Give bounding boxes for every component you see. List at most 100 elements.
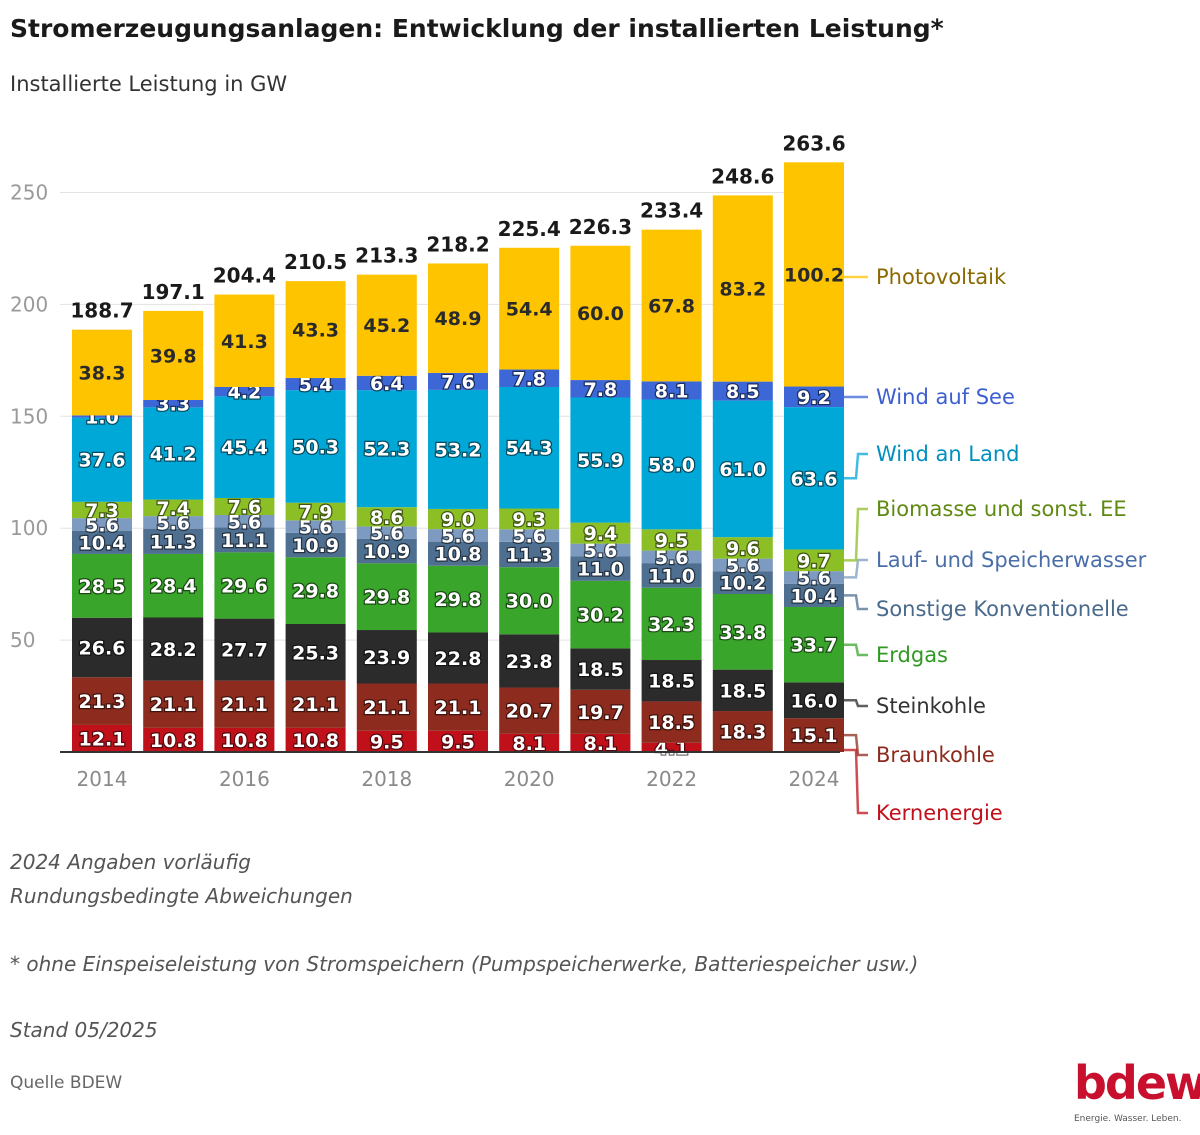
data-label: 10.4 [791, 585, 838, 607]
bar-segment [356, 538, 417, 564]
note-footnote: * ohne Einspeiseleistung von Stromspeich… [10, 952, 919, 976]
data-label: 54.4 [506, 299, 553, 321]
data-label: 29.6 [221, 575, 268, 597]
bar-segment [428, 683, 488, 731]
total-label: 226.3 [569, 215, 632, 239]
data-label: 83.2 [719, 279, 766, 301]
bar-segment [72, 553, 132, 618]
bar-segment [428, 529, 488, 542]
bar-segment [143, 407, 204, 500]
bar-segment [143, 553, 204, 618]
bar-segment [499, 529, 560, 542]
data-label: 7.8 [512, 368, 546, 390]
bar-segment [712, 195, 773, 382]
bar-segment [570, 689, 631, 734]
data-label: 10.8 [435, 544, 482, 566]
x-tick-label: 2018 [361, 767, 412, 791]
bar-segment [356, 507, 417, 527]
bar-segment [712, 711, 773, 752]
total-label: 233.4 [640, 199, 703, 223]
bar-segment [712, 381, 773, 401]
x-tick-label: 2016 [219, 767, 270, 791]
data-label: 41.2 [150, 443, 197, 465]
bar-segment [570, 733, 631, 752]
data-label: 6.4 [370, 373, 404, 395]
data-label: 38.3 [79, 363, 126, 385]
bar-segment [499, 247, 560, 370]
bar-segment [72, 518, 132, 531]
bar-segment [712, 571, 773, 594]
bar-segment [72, 417, 132, 502]
legend-label: Kernenergie [876, 801, 1003, 825]
bar-segment [570, 543, 631, 557]
bar-segment [784, 571, 844, 584]
legend-label: Braunkohle [876, 743, 995, 767]
bar-segment [214, 727, 275, 752]
data-label: 9.4 [584, 523, 618, 545]
bar-segment [499, 508, 560, 530]
bar-segment [428, 632, 488, 684]
logo-tagline: Energie. Wasser. Leben. [1074, 1114, 1182, 1124]
bar-segment [214, 552, 275, 619]
bar-segment [214, 396, 275, 498]
bar-segment [285, 281, 346, 379]
bar-segment [641, 529, 702, 551]
data-label: 33.8 [719, 622, 766, 644]
bar-segment [641, 587, 702, 661]
data-label: 22.8 [435, 648, 482, 670]
data-label: 10.8 [150, 730, 197, 752]
data-label: 27.7 [221, 640, 268, 662]
data-label: 21.1 [292, 694, 339, 716]
bar-segment [570, 556, 631, 581]
data-label: 55.9 [577, 450, 624, 472]
bar-segment [214, 680, 275, 728]
bar-segment [570, 648, 631, 690]
bar-segment [499, 634, 560, 688]
bar-segment [641, 701, 702, 743]
data-label: 21.1 [221, 694, 268, 716]
bar-segment [428, 565, 488, 633]
bar-segment [784, 407, 844, 550]
note-rounding: Rundungsbedingte Abweichungen [10, 884, 353, 908]
bar-segment [285, 532, 346, 558]
data-label: 18.5 [648, 712, 695, 734]
bar-segment [499, 369, 560, 387]
data-label: 100.2 [784, 264, 844, 286]
legend-label: Wind an Land [876, 442, 1020, 466]
data-label: 11.0 [577, 558, 624, 580]
data-label: 45.2 [363, 315, 410, 337]
bar-segment [428, 541, 488, 566]
data-label: 18.5 [719, 680, 766, 702]
legend-leader-line [844, 558, 868, 579]
data-label: 16.0 [791, 690, 838, 712]
total-label: 213.3 [355, 244, 418, 268]
chart-title: Stromerzeugungsanlagen: Entwicklung der … [10, 14, 944, 43]
data-label: 10.4 [79, 532, 126, 554]
data-label: 26.6 [79, 637, 126, 659]
bar-segment [143, 727, 204, 752]
bar-segment [143, 399, 204, 408]
data-label: 8.6 [370, 507, 404, 529]
bar-segment [641, 399, 702, 530]
data-label: 9.5 [441, 731, 475, 753]
bar-segment [784, 386, 844, 408]
data-label: 10.9 [363, 541, 410, 563]
bar-segment [72, 617, 132, 678]
source-text: Quelle BDEW [10, 1073, 123, 1093]
data-label: 9.2 [797, 387, 831, 409]
data-label: 30.0 [506, 591, 553, 613]
data-label: 58.0 [648, 454, 695, 476]
data-label: 50.3 [292, 436, 339, 458]
bar-segment [641, 381, 702, 400]
note-provisional: 2024 Angaben vorläufig [10, 850, 251, 874]
bar-segment [641, 563, 702, 588]
legend-leader-line [844, 507, 868, 562]
bar-segment [570, 522, 631, 544]
bar-segment [356, 563, 417, 631]
data-label: 7.6 [441, 371, 475, 393]
bar-segment [285, 680, 346, 728]
bar-segment [570, 380, 631, 398]
bar-segment [72, 501, 132, 519]
bar-segment [428, 508, 488, 530]
legend-label: Biomasse und sonst. EE [876, 497, 1127, 521]
